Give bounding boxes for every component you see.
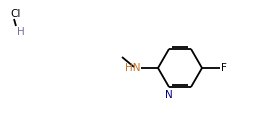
Text: HN: HN (125, 63, 140, 73)
Text: N: N (165, 90, 172, 100)
Text: F: F (221, 63, 227, 73)
Text: H: H (17, 27, 25, 37)
Text: Cl: Cl (10, 9, 20, 19)
